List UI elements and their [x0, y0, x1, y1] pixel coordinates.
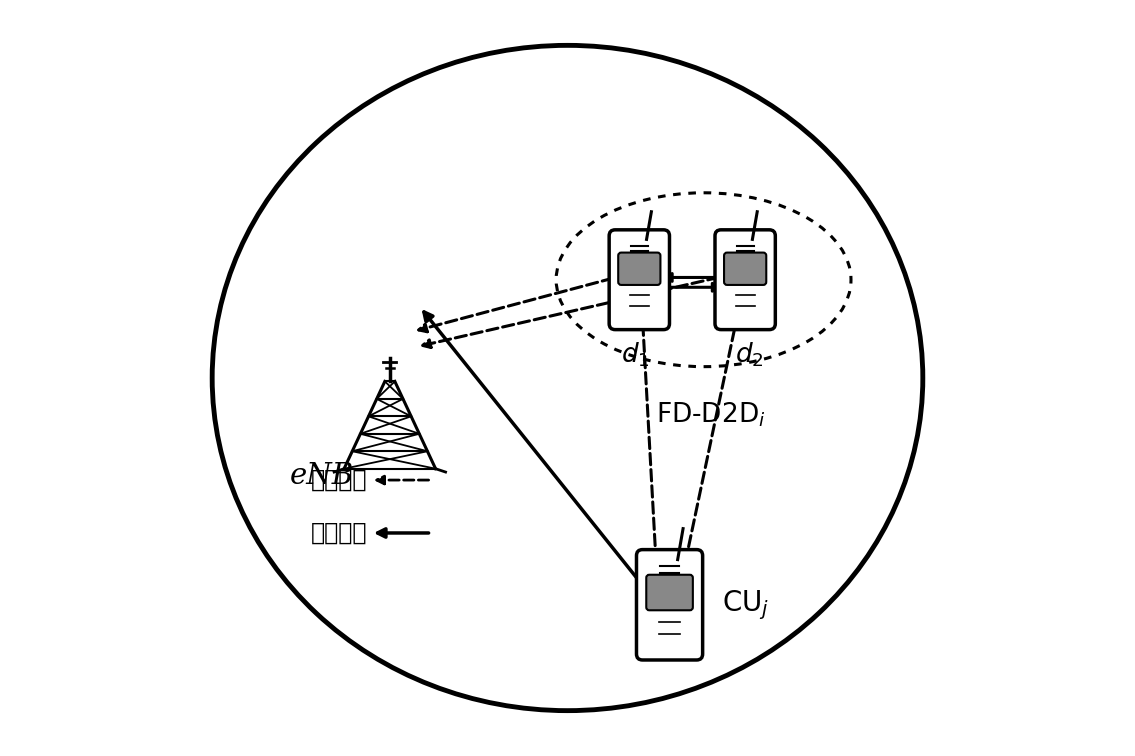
FancyBboxPatch shape [637, 550, 703, 660]
Text: $\mathrm{FD}\text{-}\mathrm{D2D}_{i}$: $\mathrm{FD}\text{-}\mathrm{D2D}_{i}$ [656, 401, 766, 429]
FancyBboxPatch shape [619, 253, 661, 285]
Text: $d_{1}$: $d_{1}$ [621, 340, 650, 369]
FancyBboxPatch shape [646, 575, 692, 610]
Text: eNB: eNB [289, 462, 354, 491]
Text: $\mathrm{CU}_{j}$: $\mathrm{CU}_{j}$ [723, 588, 770, 621]
Text: 数据信号: 数据信号 [311, 521, 367, 545]
FancyBboxPatch shape [609, 230, 670, 330]
FancyBboxPatch shape [715, 230, 775, 330]
FancyArrowPatch shape [751, 274, 770, 302]
FancyBboxPatch shape [724, 253, 766, 285]
FancyArrowPatch shape [615, 273, 633, 301]
Text: 干扰信号: 干扰信号 [311, 468, 367, 492]
Text: $d_{2}$: $d_{2}$ [734, 340, 764, 369]
